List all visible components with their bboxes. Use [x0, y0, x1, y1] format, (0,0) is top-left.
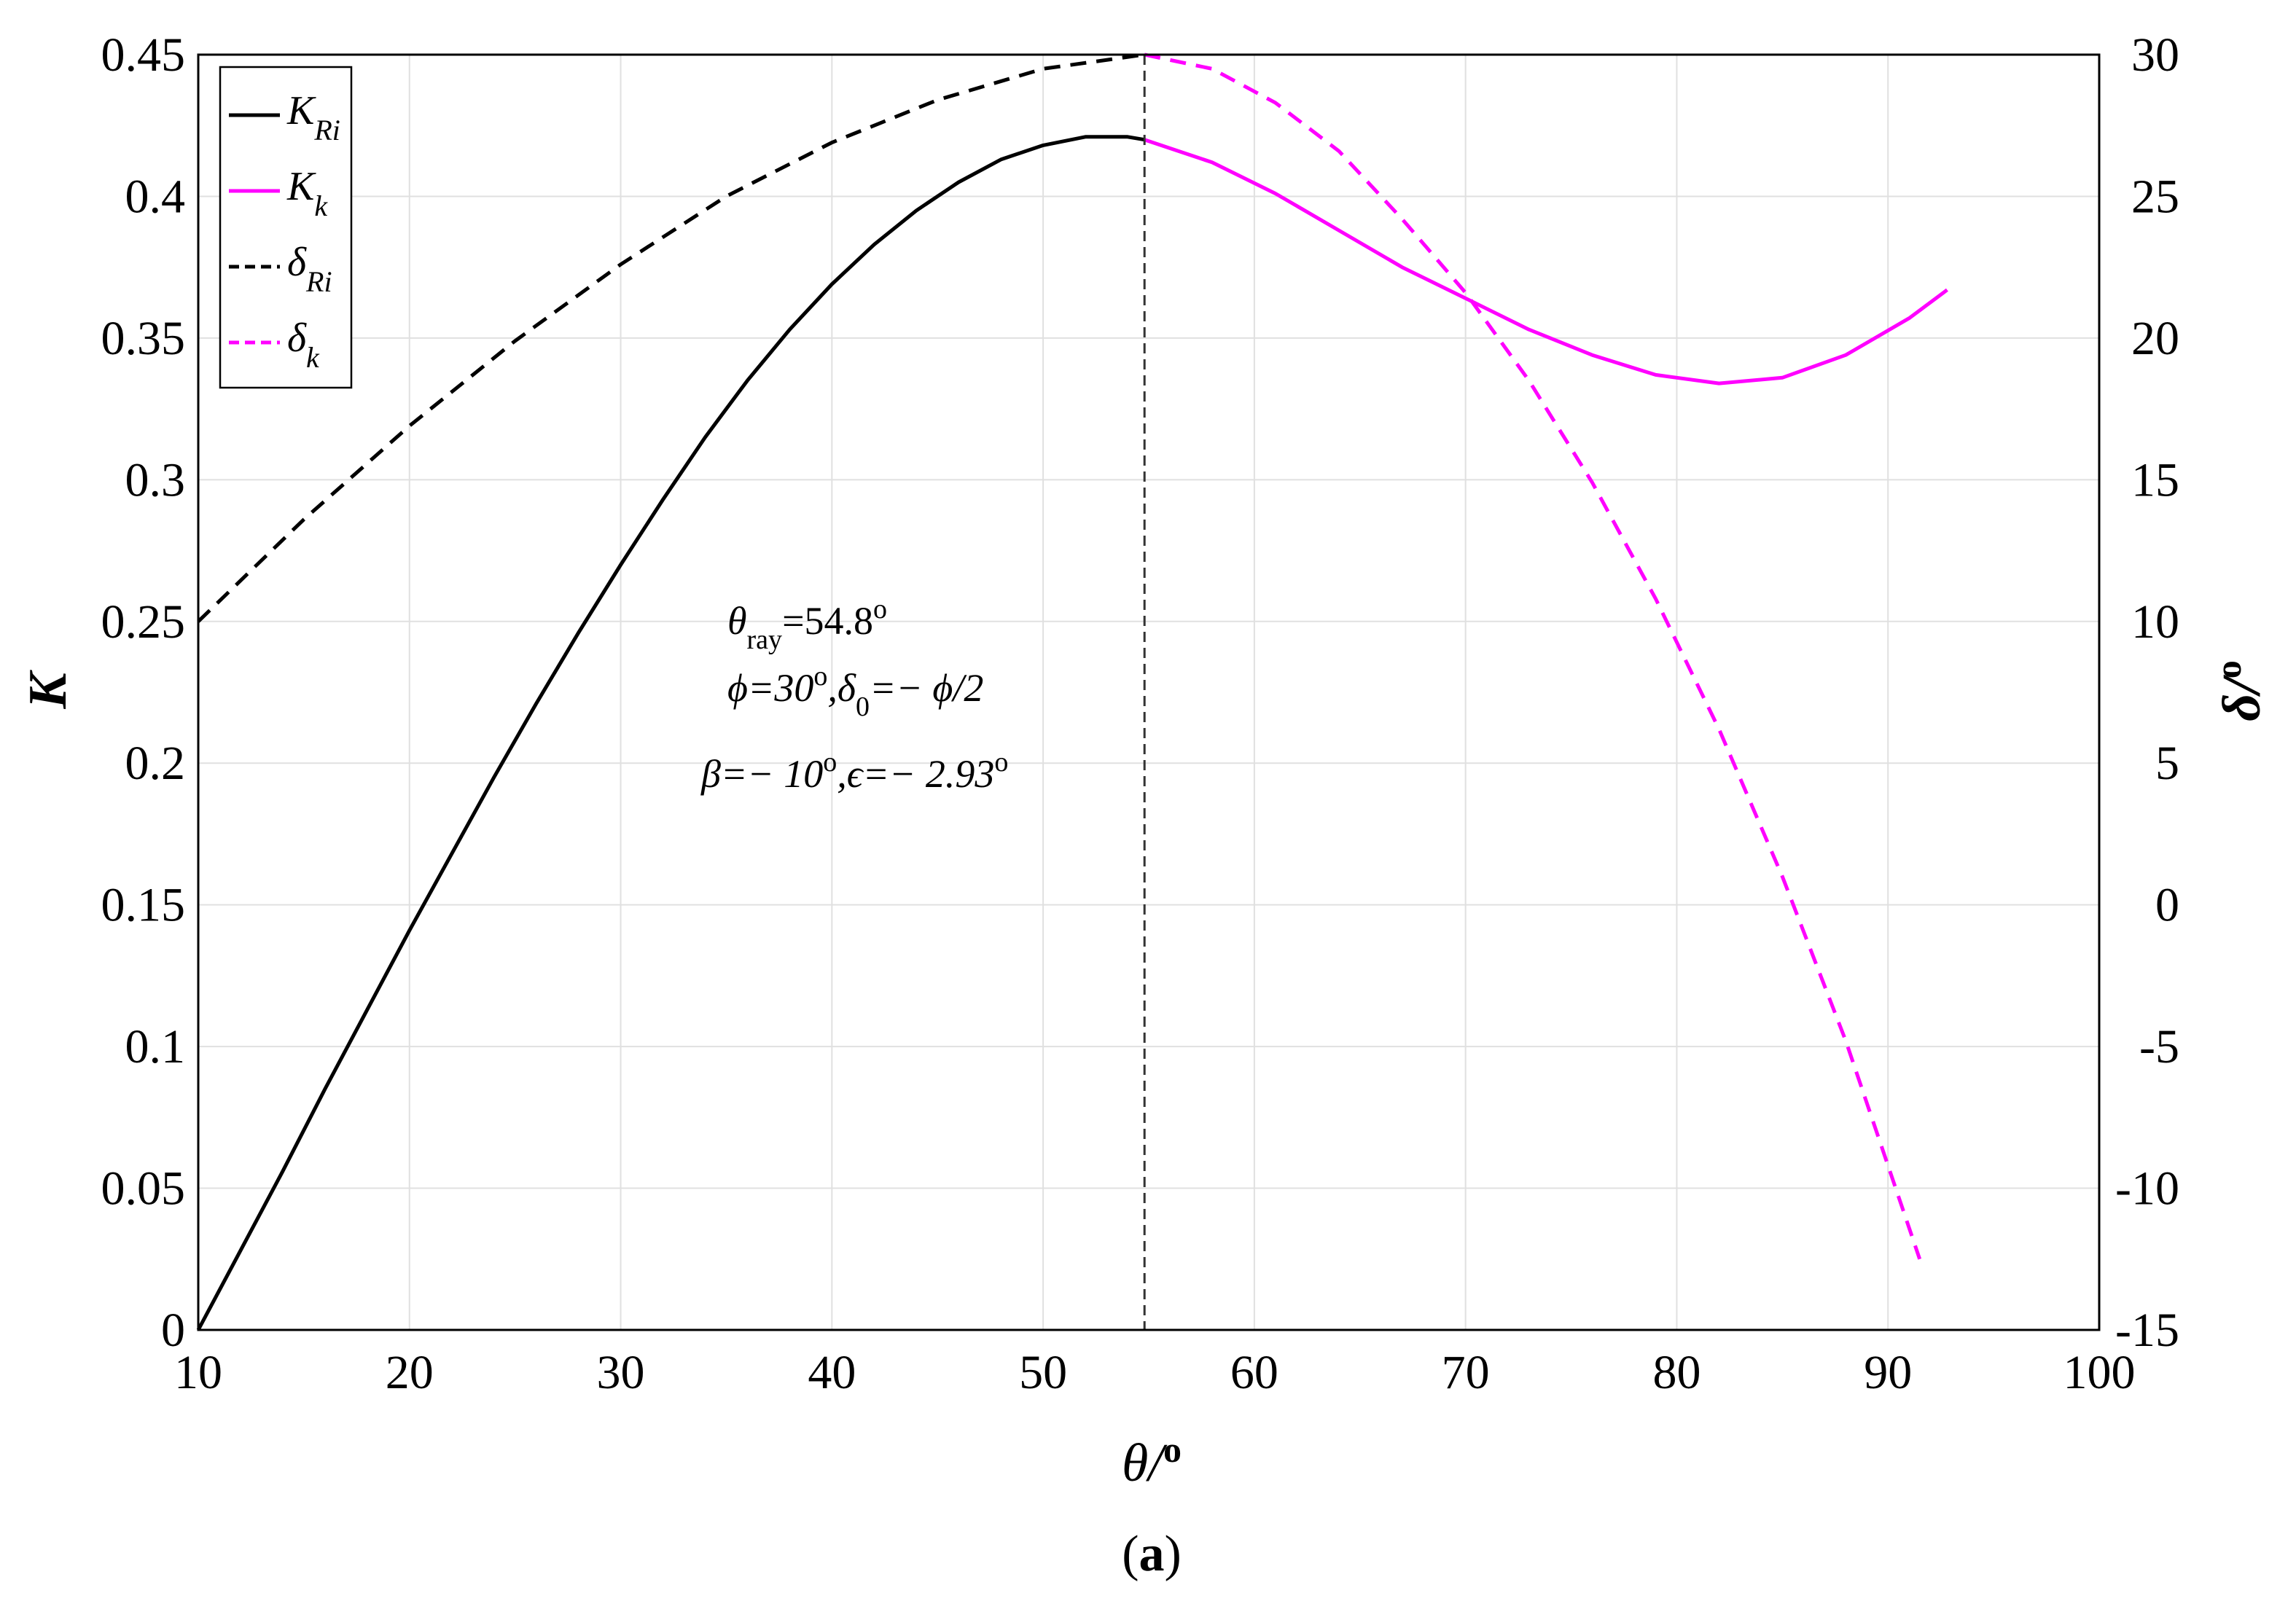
- right-y-tick-label: -15: [2115, 1304, 2179, 1357]
- legend-label-k-k: Kk: [286, 164, 328, 222]
- series-line-kri: [196, 135, 1145, 1331]
- left-y-axis-label: K: [18, 670, 78, 710]
- left-y-tick-label: 0.2: [125, 737, 186, 790]
- left-y-tick-label: 0.4: [125, 170, 186, 223]
- plot-frame: [197, 53, 2101, 1331]
- left-y-tick-label: 0.15: [101, 879, 186, 932]
- right-y-tick-label: 15: [2131, 453, 2179, 506]
- x-axis-label: θ/o: [1122, 1429, 1182, 1493]
- annotation-line-1: θray=54.8o: [727, 594, 887, 655]
- annotation-line-3: β=− 10o,ϵ=− 2.93o: [700, 747, 1008, 796]
- x-tick-label: 40: [808, 1346, 856, 1399]
- series-line-k: [1144, 52, 1922, 1260]
- right-y-axis-label: δ/o: [2208, 660, 2272, 721]
- right-y-tick-label: 5: [2155, 737, 2179, 790]
- left-y-tick-label: 0.25: [101, 595, 186, 649]
- x-tick-label: 10: [174, 1346, 222, 1399]
- left-y-tick-label: 0.05: [101, 1162, 186, 1216]
- x-axis-ticks: 10 20 30 40 50 60 70 80 90 100: [174, 1346, 2136, 1399]
- right-y-tick-label: 25: [2131, 170, 2179, 223]
- x-tick-label: 30: [597, 1346, 645, 1399]
- series-line-kk: [1144, 138, 1948, 385]
- series-lines: [196, 52, 1948, 1331]
- x-tick-label: 50: [1019, 1346, 1067, 1399]
- right-y-tick-label: 0: [2155, 879, 2179, 932]
- left-y-axis-ticks: 0 0.05 0.1 0.15 0.2 0.25 0.3 0.35 0.4 0.45: [101, 28, 186, 1357]
- x-tick-label: 90: [1864, 1346, 1912, 1399]
- x-tick-label: 60: [1230, 1346, 1278, 1399]
- right-y-tick-label: 20: [2131, 312, 2179, 365]
- legend-label-delta-k: δk: [287, 316, 320, 374]
- right-y-tick-label: -5: [2139, 1020, 2179, 1073]
- x-tick-label: 100: [2063, 1346, 2136, 1399]
- right-y-tick-label: -10: [2115, 1162, 2179, 1216]
- right-y-tick-label: 30: [2131, 28, 2179, 82]
- left-y-tick-label: 0.3: [125, 453, 186, 506]
- right-y-axis-ticks: -15 -10 -5 0 5 10 15 20 25 30: [2115, 28, 2179, 1357]
- left-y-tick-label: 0.35: [101, 312, 186, 365]
- x-tick-label: 80: [1652, 1346, 1700, 1399]
- legend: KRi Kk δRi δk: [219, 66, 353, 389]
- left-y-tick-label: 0: [161, 1304, 185, 1357]
- annotation-line-2: ϕ=30o,δ0=− ϕ/2: [727, 661, 983, 722]
- right-y-tick-label: 10: [2131, 595, 2179, 649]
- legend-label-k-ri: KRi: [286, 88, 340, 146]
- left-y-tick-label: 0.45: [101, 28, 186, 82]
- left-y-tick-label: 0.1: [125, 1020, 186, 1073]
- x-tick-label: 70: [1442, 1346, 1490, 1399]
- series-line-ri: [197, 52, 1145, 623]
- figure-caption: (a): [1122, 1526, 1182, 1582]
- x-tick-label: 20: [386, 1346, 434, 1399]
- parameter-annotation: θray=54.8o ϕ=30o,δ0=− ϕ/2 β=− 10o,ϵ=− 2.…: [700, 594, 1008, 796]
- legend-label-delta-ri: δRi: [287, 240, 332, 298]
